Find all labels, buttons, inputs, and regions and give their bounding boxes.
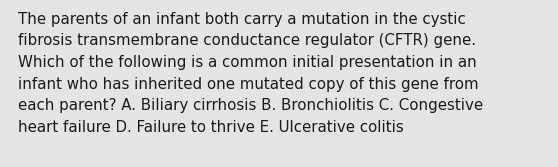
Text: infant who has inherited one mutated copy of this gene from: infant who has inherited one mutated cop…: [18, 76, 479, 92]
Text: heart failure D. Failure to thrive E. Ulcerative colitis: heart failure D. Failure to thrive E. Ul…: [18, 120, 404, 134]
Text: each parent? A. Biliary cirrhosis B. Bronchiolitis C. Congestive: each parent? A. Biliary cirrhosis B. Bro…: [18, 98, 483, 113]
Text: Which of the following is a common initial presentation in an: Which of the following is a common initi…: [18, 55, 477, 70]
Text: The parents of an infant both carry a mutation in the cystic: The parents of an infant both carry a mu…: [18, 12, 466, 27]
Text: fibrosis transmembrane conductance regulator (CFTR) gene.: fibrosis transmembrane conductance regul…: [18, 34, 476, 48]
